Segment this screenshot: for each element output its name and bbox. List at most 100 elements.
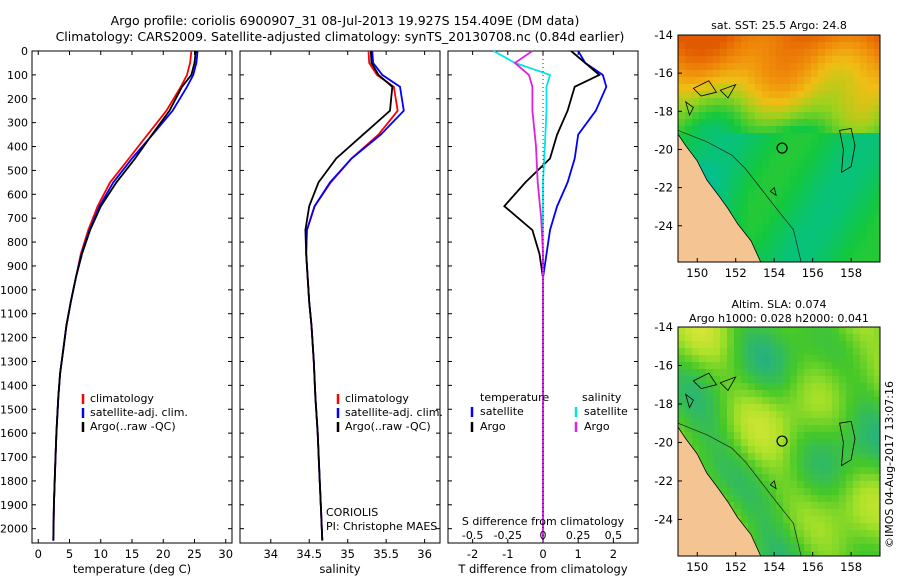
salinity-profile-panel: 34 34.5 35 35.5 36 salinity climatologysatelli… bbox=[239, 50, 443, 576]
diff-s-tick-label: 0 bbox=[540, 529, 547, 542]
temperature-ytick-label: 1600 bbox=[0, 427, 28, 440]
diff-s-tick-label: -0.25 bbox=[494, 529, 522, 542]
temperature-xtick-label: 30 bbox=[218, 547, 233, 561]
sla-map-argo-marker bbox=[776, 435, 788, 447]
diff-legend-label: Argo bbox=[584, 420, 610, 433]
diff-t-tick-label: -2 bbox=[467, 547, 478, 561]
sla-map-ytick-label: -14 bbox=[654, 320, 673, 334]
sst-map-field bbox=[678, 35, 880, 262]
sst-map-reef-4 bbox=[684, 100, 694, 117]
sst-map-reef-0 bbox=[692, 80, 718, 97]
sst-map-xtick-label: 156 bbox=[802, 266, 824, 280]
salinity-xtick-label: 34.5 bbox=[296, 547, 322, 561]
temperature-ytick-label: 900 bbox=[7, 260, 28, 273]
header-line2: Climatology: CARS2009. Satellite-adjuste… bbox=[56, 29, 625, 44]
pi-label: PI: Christophe MAES bbox=[326, 520, 437, 533]
sst-map-reef-2 bbox=[839, 128, 856, 174]
temperature-ytick-label: 1300 bbox=[0, 355, 28, 368]
sla-map-contour bbox=[678, 422, 802, 556]
diff-t-tick-label: 2 bbox=[610, 547, 617, 561]
sst-map-argo-marker bbox=[776, 142, 788, 154]
temperature-xlabel: temperature (deg C) bbox=[73, 562, 191, 576]
salinity-xlabel: salinity bbox=[319, 562, 360, 576]
sst-map-ytick-label: -22 bbox=[654, 181, 673, 195]
sla-map-panel: 150 152 154 156 158 -14 -16 -18 -20 -22 -24 Altim. … bbox=[654, 298, 881, 574]
temperature-ytick-label: 1400 bbox=[0, 379, 28, 392]
salinity-axes-box bbox=[239, 50, 441, 544]
temperature-axes-box bbox=[31, 50, 233, 544]
sla-map-reef-3 bbox=[769, 480, 777, 490]
diff-s-tick-label: 0.25 bbox=[566, 529, 591, 542]
differences-series-s-argo bbox=[513, 50, 544, 541]
diff-legend-label: Argo bbox=[480, 420, 506, 433]
sla-map-subtitle: Argo h1000: 0.028 h2000: 0.041 bbox=[689, 312, 869, 325]
temperature-ytick-label: 100 bbox=[7, 69, 28, 82]
sst-map-contour bbox=[678, 130, 802, 262]
sla-map-ytick-label: -16 bbox=[654, 358, 673, 372]
diff-legend-temperature: temperature bbox=[480, 391, 549, 404]
diff-t-tick-label: -1 bbox=[502, 547, 513, 561]
sst-map-xtick-label: 154 bbox=[763, 266, 785, 280]
sla-map-xtick-label: 150 bbox=[686, 560, 708, 574]
legend-label: satellite-adj. clim. bbox=[345, 406, 443, 419]
diff-t-tick-label: 0 bbox=[539, 547, 546, 561]
differences-xlabel: T difference from climatology bbox=[457, 562, 628, 576]
salinity-xtick-label: 34 bbox=[263, 547, 278, 561]
sla-map-field bbox=[678, 327, 880, 556]
sla-map-reef-2 bbox=[839, 420, 856, 467]
sla-map-land bbox=[678, 426, 762, 556]
sla-map-xtick-label: 152 bbox=[725, 560, 747, 574]
diff-s-xlabel: S difference from climatology bbox=[462, 515, 625, 528]
sst-map-ytick-label: -18 bbox=[654, 104, 673, 118]
sst-map-ytick-label: -16 bbox=[654, 66, 673, 80]
temperature-ytick-label: 1700 bbox=[0, 451, 28, 464]
temperature-xtick-label: 25 bbox=[187, 547, 202, 561]
temperature-ytick-label: 1100 bbox=[0, 308, 28, 321]
header-line1: Argo profile: coriolis 6900907_31 08-Jul… bbox=[111, 13, 580, 28]
temperature-ytick-label: 300 bbox=[7, 117, 28, 130]
legend-label: climatology bbox=[90, 392, 154, 405]
sla-map-xtick-label: 158 bbox=[840, 560, 862, 574]
diff-s-tick-label: 0.5 bbox=[605, 529, 623, 542]
temperature-series-argo-raw-qc- bbox=[52, 50, 197, 541]
diff-legend-label: satellite bbox=[584, 405, 628, 418]
sst-map-title: sat. SST: 25.5 Argo: 24.8 bbox=[711, 19, 847, 32]
temperature-xtick-label: 0 bbox=[35, 547, 42, 561]
difference-profile-panel: T difference from climatology-2 -1 0 1 2 -0.5… bbox=[447, 50, 639, 576]
temperature-ytick-label: 1500 bbox=[0, 403, 28, 416]
sst-map-ytick-label: -14 bbox=[654, 28, 673, 42]
temperature-ytick-label: 1200 bbox=[0, 332, 28, 345]
temperature-xtick-label: 20 bbox=[156, 547, 171, 561]
legend-label: satellite-adj. clim. bbox=[90, 406, 188, 419]
diff-legend-salinity: salinity bbox=[582, 391, 622, 404]
diff-t-tick-label: 1 bbox=[575, 547, 582, 561]
sla-map-ytick-label: -18 bbox=[654, 397, 673, 411]
salinity-series-argo-raw-qc- bbox=[304, 50, 394, 541]
temperature-ytick-label: 200 bbox=[7, 93, 28, 106]
sla-map-xtick-label: 156 bbox=[802, 560, 824, 574]
sla-map-reef-4 bbox=[684, 393, 694, 409]
imos-timestamp: ©IMOS 04-Aug-2017 13:07:16 bbox=[883, 381, 896, 548]
sla-map-title: Altim. SLA: 0.074 bbox=[731, 298, 826, 311]
sst-map-xtick-label: 152 bbox=[725, 266, 747, 280]
institution-label: CORIOLIS bbox=[326, 506, 378, 519]
sst-map-ytick-label: -20 bbox=[654, 142, 673, 156]
legend-label: climatology bbox=[345, 392, 409, 405]
temperature-ytick-label: 500 bbox=[7, 164, 28, 177]
temperature-ytick-label: 800 bbox=[7, 236, 28, 249]
legend-label: Argo(..raw -QC) bbox=[90, 420, 176, 433]
sla-map-ytick-label: -20 bbox=[654, 435, 673, 449]
temperature-ytick-label: 400 bbox=[7, 141, 28, 154]
temperature-ytick-label: 1900 bbox=[0, 499, 28, 512]
sla-map-reef-1 bbox=[719, 376, 737, 392]
temperature-xtick-label: 5 bbox=[66, 547, 73, 561]
sla-map-frame bbox=[677, 326, 881, 557]
sst-map-xtick-label: 150 bbox=[686, 266, 708, 280]
sla-map-reef-0 bbox=[692, 372, 718, 390]
salinity-xtick-label: 35 bbox=[340, 547, 355, 561]
temperature-ytick-label: 1800 bbox=[0, 475, 28, 488]
salinity-xtick-label: 36 bbox=[417, 547, 432, 561]
temperature-profile-panel: 0 5 10 15 20 25 300100200300400500600700800900… bbox=[0, 45, 233, 576]
temperature-ytick-label: 2000 bbox=[0, 523, 28, 536]
